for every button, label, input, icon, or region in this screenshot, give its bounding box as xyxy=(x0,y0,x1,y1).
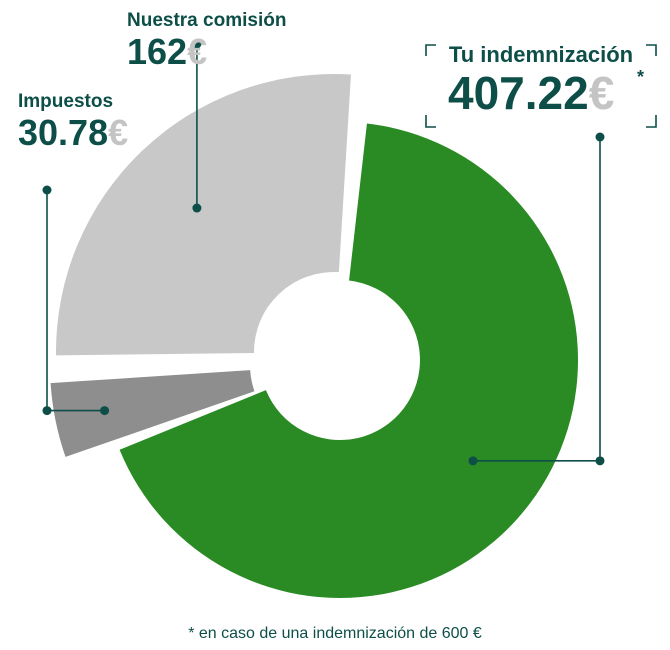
slice-compensation xyxy=(119,123,579,599)
slice-name-compensation: Tu indemnización xyxy=(449,42,633,67)
euro-symbol: € xyxy=(589,67,615,119)
slice-name-commission: Nuestra comisión xyxy=(127,10,286,31)
slice-value-taxes: 30.78€ xyxy=(18,112,128,153)
leader-dot-taxes xyxy=(42,406,52,416)
slice-amount-commission: 162 xyxy=(127,31,187,72)
slice-name-taxes: Impuestos xyxy=(18,91,113,112)
slice-value-compensation: 407.22€ xyxy=(448,67,614,119)
leader-dot-taxes xyxy=(42,185,52,195)
slice-taxes xyxy=(50,370,255,457)
slice-amount-taxes: 30.78 xyxy=(18,112,108,153)
footnote-marker: * xyxy=(637,67,644,87)
highlight-bracket xyxy=(425,44,657,128)
leader-dot-commission xyxy=(192,39,202,49)
leader-dot-taxes xyxy=(100,406,110,416)
slice-label-commission: Nuestra comisión 162€ xyxy=(127,10,286,72)
leader-dot-compensation xyxy=(595,456,605,466)
euro-symbol: € xyxy=(108,112,128,153)
slice-amount-compensation: 407.22 xyxy=(448,67,589,119)
leader-dot-compensation xyxy=(468,456,478,466)
leader-dot-commission xyxy=(192,203,202,213)
slice-commission xyxy=(56,73,351,356)
slice-label-compensation: Tu indemnización 407.22€ * xyxy=(448,42,644,119)
leader-dot-compensation xyxy=(595,132,605,142)
euro-symbol: € xyxy=(187,31,207,72)
slice-value-commission: 162€ xyxy=(127,31,207,72)
slice-label-taxes: Impuestos 30.78€ xyxy=(18,91,128,153)
donut-slices xyxy=(50,73,579,599)
leader-lines xyxy=(42,39,605,466)
footnote: * en caso de una indemnización de 600 € xyxy=(188,625,482,642)
